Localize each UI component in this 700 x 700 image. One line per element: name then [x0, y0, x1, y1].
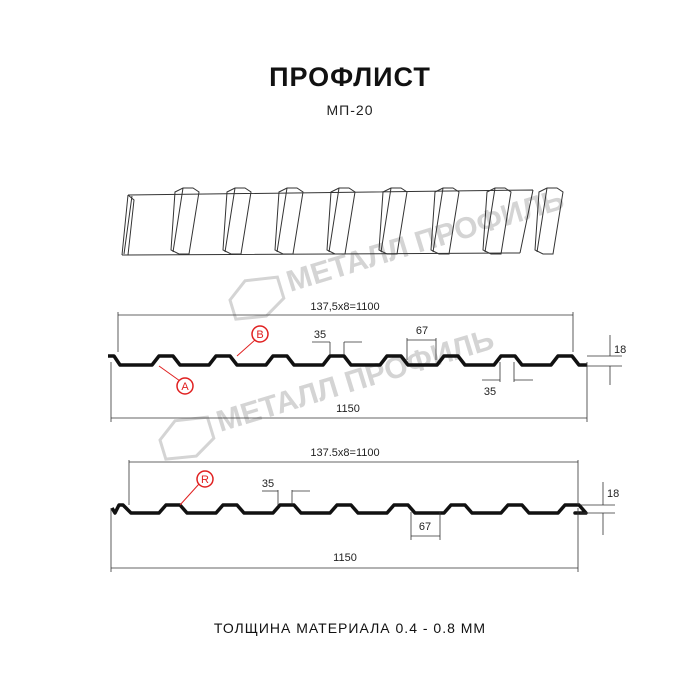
- sheet-rib: [534, 187, 564, 255]
- top-width-label-ab: 35: [314, 329, 326, 341]
- pitch-label-r: 137.5x8=1100: [310, 447, 379, 459]
- sheet-edge: [123, 194, 135, 256]
- marker-b: [251, 325, 269, 343]
- sheet-rib: [222, 187, 252, 255]
- rib-width-label-r: 67: [419, 521, 431, 533]
- material-thickness: ТОЛЩИНА МАТЕРИАЛА 0.4 - 0.8 ММ: [213, 620, 487, 636]
- marker-a-label: A: [181, 381, 189, 393]
- sheet-rib: [378, 187, 408, 255]
- sheet-rib: [430, 187, 460, 255]
- page-title: ПРОФЛИСТ: [269, 62, 431, 92]
- sheet-rib: [326, 187, 356, 255]
- bottom-width-label-ab: 35: [484, 386, 496, 398]
- rib-width-label-ab: 67: [416, 325, 428, 337]
- top-width-label-r: 35: [262, 478, 274, 490]
- pitch-label-ab: 137,5x8=1100: [310, 301, 379, 313]
- watermark-bottom: МЕТАЛЛ ПРОФИЛЬ: [158, 323, 498, 461]
- width-label-r: 1150: [333, 552, 357, 564]
- profile-r: 137.5x8=1100 1150 35 67 18 R: [110, 447, 619, 572]
- profile-line-ab: [108, 354, 587, 367]
- height-label-ab: 18: [614, 344, 626, 356]
- svg-text:МЕТАЛЛ ПРОФИЛЬ: МЕТАЛЛ ПРОФИЛЬ: [283, 183, 568, 299]
- sheet-rib: [482, 187, 512, 255]
- profile-ab: 137,5x8=1100 1150 35 67 35 18 A B: [108, 301, 626, 422]
- marker-r: [196, 470, 214, 488]
- profile-line-r: [110, 503, 588, 515]
- height-label-r: 18: [607, 488, 619, 500]
- sheet-rib: [274, 187, 304, 255]
- marker-b-label: B: [256, 329, 263, 341]
- page-subtitle: МП-20: [326, 102, 374, 118]
- marker-a: [176, 377, 194, 395]
- width-label-ab: 1150: [336, 403, 360, 415]
- marker-r-label: R: [201, 474, 209, 486]
- sheet-rib: [170, 187, 200, 255]
- sheet-3d-view: [121, 187, 564, 256]
